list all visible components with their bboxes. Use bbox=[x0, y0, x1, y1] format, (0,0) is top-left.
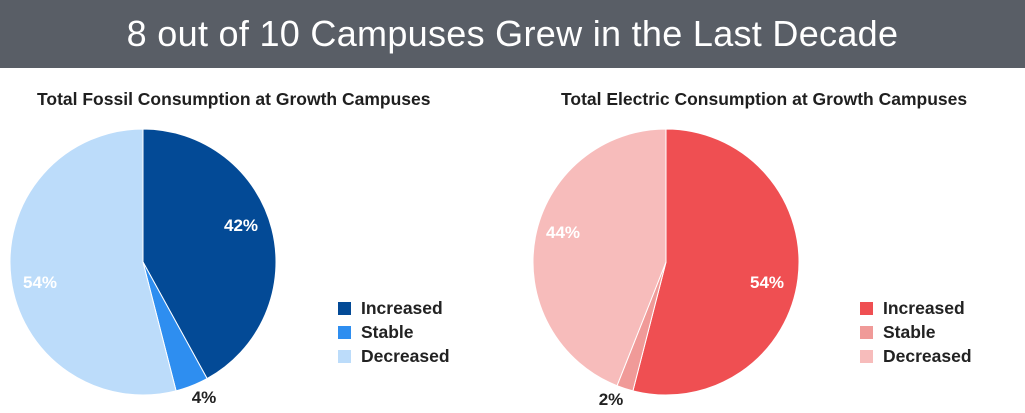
header-banner: 8 out of 10 Campuses Grew in the Last De… bbox=[0, 0, 1025, 68]
fossil-slice-decreased bbox=[9, 128, 177, 396]
fossil-legend-item-increased: Increased bbox=[338, 296, 450, 320]
electric-legend-item-decreased: Decreased bbox=[860, 344, 972, 368]
electric-legend: Increased Stable Decreased bbox=[860, 296, 972, 368]
fossil-legend-label-increased: Increased bbox=[361, 297, 443, 318]
electric-legend-item-increased: Increased bbox=[860, 296, 972, 320]
electric-legend-swatch-increased bbox=[860, 301, 873, 315]
electric-slice-increased bbox=[632, 128, 800, 396]
electric-data-label-increased: 54% bbox=[750, 273, 784, 292]
electric-legend-label-increased: Increased bbox=[883, 297, 965, 318]
fossil-slice-increased bbox=[142, 128, 277, 380]
fossil-legend-label-stable: Stable bbox=[361, 321, 414, 342]
fossil-legend-swatch-decreased bbox=[338, 349, 351, 363]
fossil-chart-title: Total Fossil Consumption at Growth Campu… bbox=[37, 89, 431, 109]
fossil-legend-item-decreased: Decreased bbox=[338, 344, 450, 368]
electric-legend-swatch-stable bbox=[860, 325, 873, 339]
electric-data-label-decreased: 44% bbox=[546, 223, 580, 242]
fossil-data-label-increased: 42% bbox=[224, 216, 258, 235]
electric-legend-label-stable: Stable bbox=[883, 321, 936, 342]
page-title: 8 out of 10 Campuses Grew in the Last De… bbox=[126, 13, 899, 54]
fossil-legend-swatch-stable bbox=[338, 325, 351, 339]
fossil-legend-label-decreased: Decreased bbox=[361, 345, 450, 366]
electric-legend-item-stable: Stable bbox=[860, 320, 972, 344]
electric-chart-title: Total Electric Consumption at Growth Cam… bbox=[561, 89, 968, 109]
fossil-data-label-decreased: 54% bbox=[23, 273, 57, 292]
electric-legend-label-decreased: Decreased bbox=[883, 345, 972, 366]
fossil-data-label-stable: 4% bbox=[192, 388, 217, 407]
electric-slice-decreased bbox=[532, 128, 667, 387]
fossil-legend: Increased Stable Decreased bbox=[338, 296, 450, 368]
fossil-legend-item-stable: Stable bbox=[338, 320, 450, 344]
electric-data-label-stable: 2% bbox=[599, 390, 624, 409]
electric-legend-swatch-decreased bbox=[860, 349, 873, 363]
fossil-legend-swatch-increased bbox=[338, 301, 351, 315]
